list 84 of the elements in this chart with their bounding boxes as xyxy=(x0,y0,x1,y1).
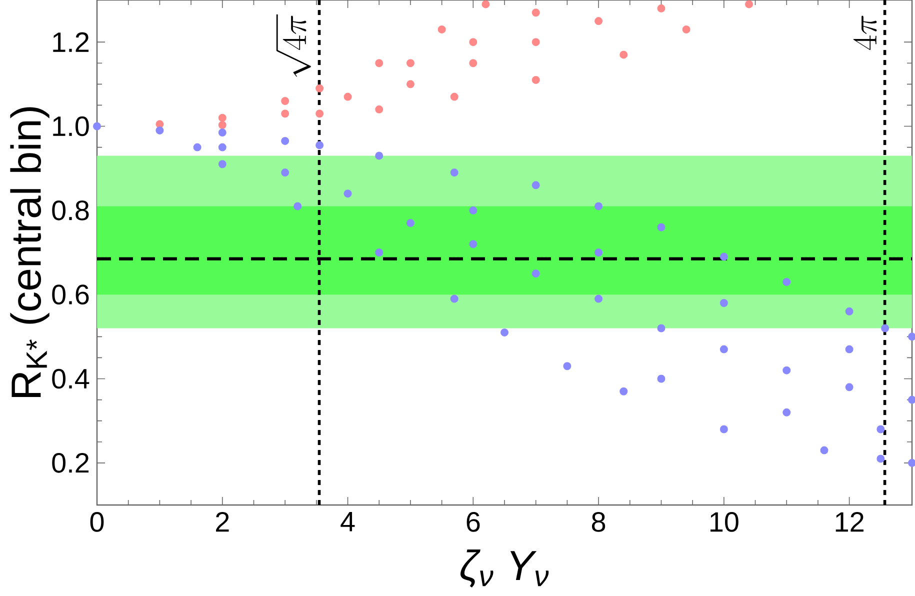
point xyxy=(745,0,754,8)
point xyxy=(344,190,352,198)
point xyxy=(450,168,458,177)
point xyxy=(876,425,885,434)
point xyxy=(450,294,458,303)
point xyxy=(218,114,226,122)
point xyxy=(657,374,666,383)
point xyxy=(406,59,414,68)
x-tick-label: 12 xyxy=(836,512,864,532)
ref-line-label: $4\pi$ xyxy=(853,16,877,50)
x-tick-label: 6 xyxy=(466,512,480,532)
ref-line-label: $\sqrt{4\pi}$ xyxy=(276,14,311,77)
point xyxy=(281,110,290,118)
point xyxy=(594,248,603,256)
point xyxy=(563,362,572,370)
point xyxy=(881,324,890,332)
point xyxy=(594,202,603,210)
point xyxy=(218,128,226,137)
point xyxy=(682,25,690,34)
point xyxy=(218,143,226,152)
point xyxy=(406,219,414,228)
point xyxy=(532,8,540,17)
point xyxy=(532,76,540,84)
point xyxy=(820,446,828,454)
point xyxy=(344,92,352,101)
x-tick-label: 10 xyxy=(710,512,738,532)
x-tick-label: 0 xyxy=(90,512,104,532)
point xyxy=(657,4,666,12)
point xyxy=(375,105,384,114)
point xyxy=(438,25,446,34)
point xyxy=(657,324,666,332)
point xyxy=(782,366,791,374)
point xyxy=(845,307,854,316)
point xyxy=(657,223,666,232)
point xyxy=(450,92,458,101)
point xyxy=(218,120,226,129)
point xyxy=(281,136,290,145)
point xyxy=(532,181,540,190)
point xyxy=(281,97,290,105)
point xyxy=(93,122,101,130)
point xyxy=(782,408,791,416)
y-tick-label: 0.4 xyxy=(52,368,90,389)
point xyxy=(845,383,854,392)
x-tick-label: 2 xyxy=(216,512,229,532)
x-tick-label: 8 xyxy=(592,512,606,532)
point xyxy=(620,387,628,396)
point xyxy=(594,17,603,26)
point xyxy=(500,328,508,336)
point xyxy=(218,160,226,168)
point xyxy=(876,454,885,463)
y-tick-label: 0.6 xyxy=(52,284,89,304)
point xyxy=(482,0,490,8)
point xyxy=(620,50,628,59)
x-axis-title: ζ$_{ν}$ Y$_{ν}$ xyxy=(460,550,549,588)
point xyxy=(720,345,728,354)
point xyxy=(782,278,791,286)
point xyxy=(375,248,384,256)
point xyxy=(193,143,202,152)
point xyxy=(375,59,384,68)
point xyxy=(316,141,324,150)
point xyxy=(469,59,478,68)
point xyxy=(294,202,302,210)
point xyxy=(594,294,603,303)
point xyxy=(375,152,384,160)
y-tick-label: 0.2 xyxy=(52,452,89,473)
y-tick-label: 1.0 xyxy=(53,116,89,136)
point xyxy=(720,425,728,434)
point xyxy=(406,80,414,88)
point xyxy=(316,84,324,92)
y-axis-title: R$_{K*}$ (central bin) xyxy=(10,107,50,397)
x-tick-label: 4 xyxy=(340,512,355,532)
point xyxy=(469,206,478,214)
y-tick-label: 1.2 xyxy=(53,32,89,52)
point xyxy=(469,38,478,46)
point xyxy=(469,240,478,248)
point xyxy=(316,110,324,118)
point xyxy=(720,252,728,261)
point xyxy=(532,38,540,46)
point xyxy=(532,270,540,278)
point xyxy=(845,345,854,354)
point xyxy=(720,299,728,307)
point xyxy=(281,168,290,177)
y-tick-label: 0.8 xyxy=(52,200,89,220)
point xyxy=(156,126,164,134)
